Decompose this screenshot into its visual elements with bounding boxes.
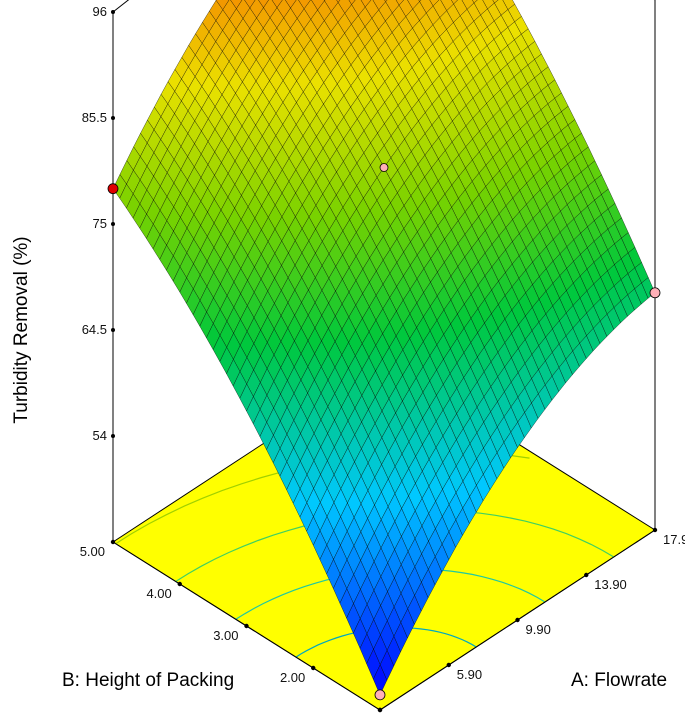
- a-tick-mark: [652, 527, 658, 533]
- a-tick-mark: [446, 662, 451, 668]
- b-tick-label: 2.00: [280, 670, 305, 685]
- design-point: [374, 689, 386, 701]
- surface-cell: [373, 664, 388, 696]
- z-tick-label: 85.5: [82, 110, 107, 125]
- a-tick-label: 1.90: [388, 712, 413, 715]
- z-tick-mark: [111, 328, 115, 332]
- b-tick-label: 5.00: [80, 544, 105, 559]
- b-tick-label: 3.00: [213, 628, 238, 643]
- x-axis-title: A: Flowrate: [571, 670, 667, 691]
- a-tick-label: 9.90: [526, 622, 551, 637]
- a-tick-label: 13.90: [594, 577, 627, 592]
- b-tick-mark: [177, 581, 182, 587]
- b-tick-mark: [377, 707, 383, 713]
- z-tick-mark: [111, 222, 115, 226]
- z-tick-label: 96: [93, 4, 107, 19]
- z-tick-mark: [111, 434, 115, 438]
- a-tick-label: 5.90: [457, 667, 482, 682]
- z-tick-label: 64.5: [82, 322, 107, 337]
- z-tick-label: 75: [93, 216, 107, 231]
- a-tick-mark: [515, 617, 520, 623]
- design-point-center: [379, 163, 389, 172]
- z-tick-label: 54: [93, 428, 107, 443]
- y-axis-title: B: Height of Packing: [62, 670, 234, 691]
- z-tick-mark: [111, 10, 115, 14]
- z-axis-title: Turbidity Removal (%): [11, 236, 32, 423]
- design-point: [107, 183, 119, 195]
- design-point: [649, 287, 661, 299]
- b-tick-label: 4.00: [146, 586, 171, 601]
- b-tick-label: 1.00: [347, 712, 372, 715]
- response-surface: [112, 0, 656, 696]
- a-tick-mark: [584, 572, 589, 578]
- design-points: [107, 163, 661, 701]
- b-tick-mark: [311, 665, 316, 671]
- surface-cell: [348, 0, 356, 5]
- axis-ticks: 54 64.5 75 85.5 96 1.90 5.90 9.90 13.90 17.90 1.00…: [80, 4, 685, 715]
- b-tick-mark: [244, 623, 249, 629]
- z-tick-mark: [111, 116, 115, 120]
- surface-cell: [336, 0, 341, 3]
- surface-cell: [451, 0, 459, 5]
- a-tick-label: 17.90: [663, 532, 685, 547]
- b-tick-mark: [110, 539, 116, 545]
